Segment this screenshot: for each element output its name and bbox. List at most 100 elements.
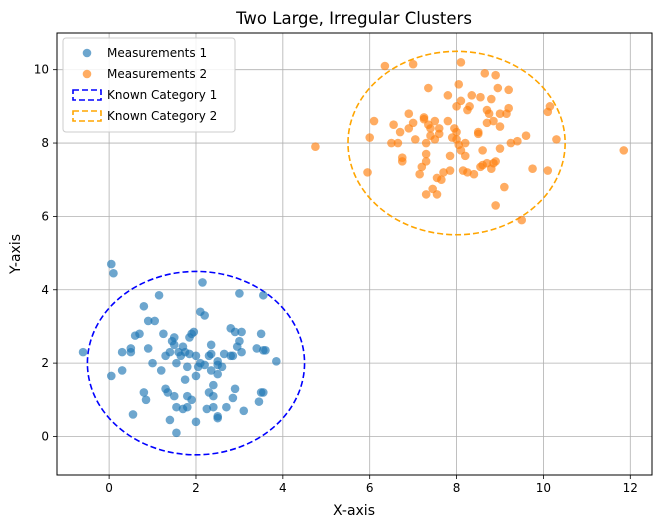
series-2-point (393, 138, 403, 148)
series-2-point (493, 83, 503, 93)
series-2-point (397, 157, 407, 166)
series-2-point (421, 149, 431, 159)
series-1-point (172, 358, 181, 368)
data-points (78, 58, 629, 438)
series-2-point (445, 166, 455, 175)
series-1-point (187, 395, 196, 405)
x-tick-label: 12 (623, 481, 638, 495)
series-2-point (445, 151, 455, 161)
series-2-point (408, 59, 418, 69)
series-1-point (230, 384, 240, 394)
series-1-point (143, 344, 153, 353)
series-2-point (528, 164, 537, 174)
series-2-point (415, 169, 424, 179)
series-1-point (237, 327, 246, 337)
series-1-point (109, 268, 118, 278)
y-tick-label: 10 (34, 63, 49, 77)
series-2-point (365, 133, 375, 142)
series-2-point (504, 103, 513, 113)
series-2-point (521, 131, 531, 141)
series-1-point (172, 428, 181, 438)
series-1-point (139, 388, 149, 397)
series-1-point (191, 371, 201, 381)
x-tick-label: 6 (366, 481, 374, 495)
series-2-point (463, 168, 472, 177)
series-1-point (180, 375, 190, 384)
series-2-point (491, 157, 500, 166)
series-2-point (411, 135, 420, 144)
series-1-point (258, 388, 268, 397)
series-1-point (156, 366, 166, 375)
legend-label: Known Category 2 (107, 109, 217, 123)
series-1-point (235, 336, 244, 346)
series-1-point (165, 415, 175, 425)
y-tick-label: 2 (41, 356, 49, 370)
series-2-point (489, 116, 498, 126)
series-1-point (78, 347, 88, 357)
plot-frame (56, 32, 653, 476)
series-1-point (237, 347, 246, 357)
series-2-point (454, 80, 464, 89)
series-1-point (256, 329, 266, 339)
x-tick-label: 8 (453, 481, 461, 495)
reference-ellipse-1 (86, 270, 306, 456)
series-1-point (106, 371, 116, 381)
series-2-point (495, 109, 505, 118)
series-1-point (261, 345, 270, 355)
series-1-point (239, 406, 249, 416)
series-1-point (206, 366, 216, 375)
series-2-point (495, 122, 505, 131)
y-tick-label: 4 (41, 283, 49, 297)
series-1-point (117, 347, 127, 357)
series-2-point (456, 58, 466, 67)
series-2-point (465, 102, 474, 111)
series-2-point (369, 116, 379, 126)
series-2-point (426, 124, 435, 133)
series-2-point (487, 94, 496, 104)
series-1-point (219, 349, 229, 359)
series-2-point (443, 116, 453, 126)
series-1-point (202, 404, 212, 414)
x-axis-label: X-axis (333, 503, 375, 519)
series-2-point (545, 102, 555, 111)
series-1-point (254, 397, 264, 406)
series-2-point (452, 127, 461, 137)
series-1-point (222, 402, 231, 412)
series-1-point (126, 344, 136, 353)
series-2-point (491, 70, 500, 80)
series-1-point (172, 402, 181, 412)
y-tick-label: 0 (41, 429, 49, 443)
series-2-point (513, 136, 522, 146)
series-2-point (421, 138, 431, 148)
series-1-point (169, 333, 179, 342)
x-tick-label: 2 (192, 481, 200, 495)
series-2-point (504, 85, 513, 95)
series-2-point (500, 182, 509, 192)
reference-ellipse-2 (347, 50, 566, 236)
series-1-point (228, 393, 238, 403)
series-1-point (182, 362, 192, 372)
axis-ticks: 0 2 4 6 8 10 12 0 2 4 6 8 10 (34, 63, 638, 495)
series-1-point (150, 316, 160, 326)
series-2-point (437, 175, 446, 185)
series-2-point (363, 168, 372, 177)
series-2-point (543, 166, 553, 175)
series-1-point (185, 349, 194, 359)
series-2-point (473, 129, 483, 139)
series-2-point (506, 138, 516, 148)
series-1-point (159, 329, 168, 339)
series-1-point (209, 391, 218, 401)
series-2-point (389, 120, 398, 130)
legend-marker-series-1 (82, 48, 92, 58)
legend-label: Measurements 1 (107, 46, 207, 60)
series-2-point (476, 92, 485, 102)
legend-frame (62, 37, 236, 133)
series-1-point (217, 362, 227, 372)
legend-label: Known Category 1 (107, 88, 217, 102)
series-2-point (434, 129, 444, 139)
legend-marker-ellipse-2 (72, 110, 102, 122)
series-1-point (165, 347, 175, 357)
x-tick-label: 0 (105, 481, 113, 495)
series-1-point (235, 289, 244, 298)
legend: Measurements 1 Measurements 2 Known Catego… (62, 37, 236, 133)
